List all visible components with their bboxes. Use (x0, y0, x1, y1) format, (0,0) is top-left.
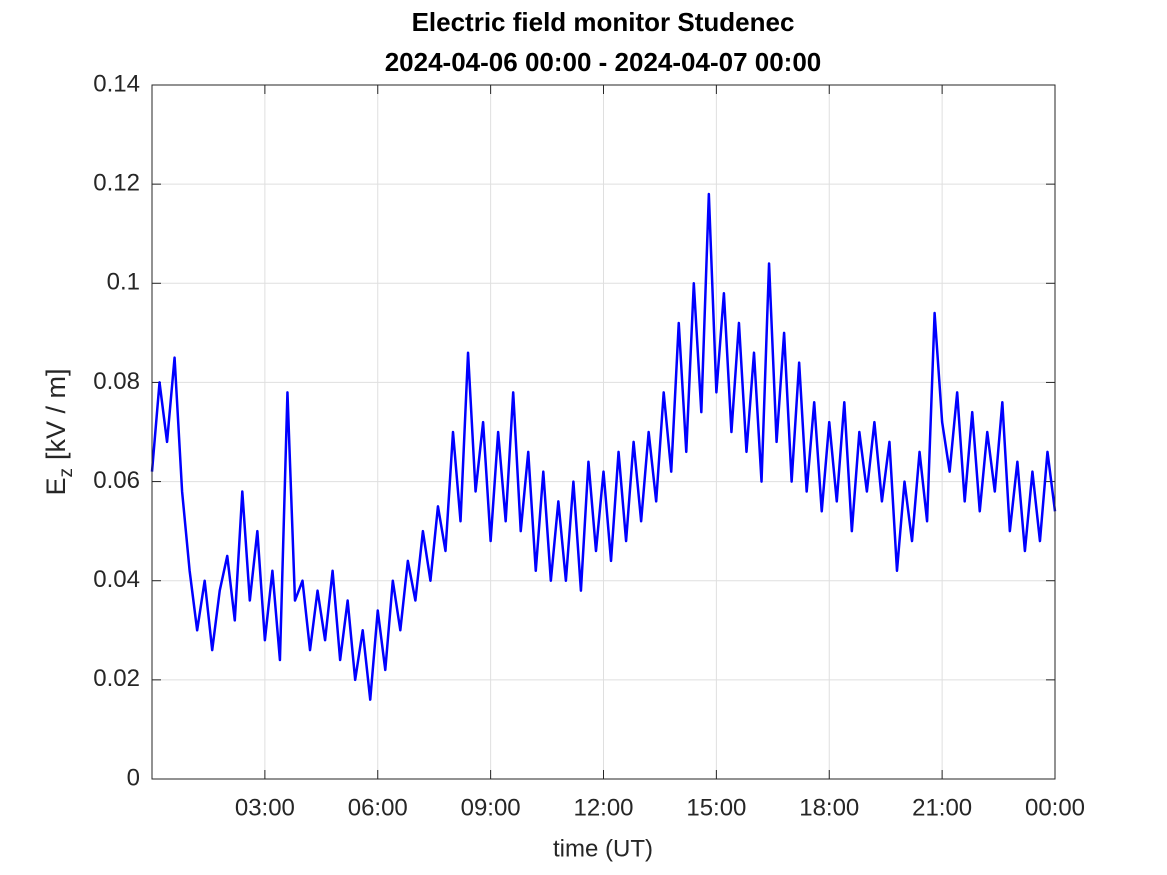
y-tick-label: 0.12 (93, 169, 140, 196)
x-tick-label: 12:00 (573, 794, 633, 821)
x-tick-label: 21:00 (912, 794, 972, 821)
y-label-sub: z (56, 468, 77, 478)
x-tick-label: 15:00 (686, 794, 746, 821)
x-tick-label: 03:00 (235, 794, 295, 821)
chart-title: Electric field monitor Studenec (412, 7, 795, 37)
y-axis-label: Ez [kV / m] (41, 368, 77, 495)
y-label-unit: [kV / m] (41, 368, 71, 460)
x-tick-label: 06:00 (348, 794, 408, 821)
chart-subtitle: 2024-04-06 00:00 - 2024-04-07 00:00 (385, 47, 822, 77)
y-tick-label: 0.14 (93, 70, 140, 97)
x-tick-label: 18:00 (799, 794, 859, 821)
x-axis-label: time (UT) (553, 835, 653, 862)
y-label-main: E (41, 478, 71, 496)
y-tick-label: 0 (127, 764, 140, 791)
x-tick-label: 09:00 (461, 794, 521, 821)
y-tick-label: 0.08 (93, 368, 140, 395)
data-line (150, 192, 1057, 701)
y-tick-label: 0.1 (107, 269, 140, 296)
y-tick-label: 0.02 (93, 665, 140, 692)
y-tick-label: 0.04 (93, 566, 140, 593)
x-tick-label: 00:00 (1025, 794, 1085, 821)
plot-frame (151, 84, 1056, 780)
y-tick-label: 0.06 (93, 467, 140, 494)
